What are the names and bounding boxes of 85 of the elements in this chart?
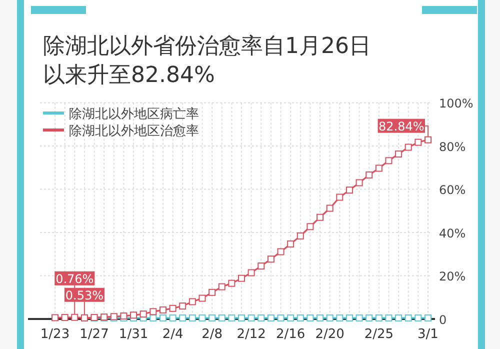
x-tick-label: 2/16 [276,327,306,342]
x-tick-label: 2/12 [236,327,266,342]
point [395,150,402,158]
point [375,164,382,172]
point [404,314,412,322]
point [414,314,422,322]
point [404,144,412,151]
data-label: 82.84% [378,119,424,134]
point [326,314,334,322]
point [228,280,236,287]
point [258,314,265,322]
point [267,314,274,322]
point [228,314,236,322]
x-tick-label: 1/31 [118,327,148,342]
y-tick-label: 0 [439,313,447,327]
point [238,314,245,322]
point [198,314,206,322]
point [316,214,324,221]
point [238,274,245,282]
point [356,179,363,186]
data-label: 0.53% [65,288,104,302]
point [150,314,157,322]
point [169,304,176,312]
y-tick-label: 100% [439,96,474,111]
point [188,314,196,322]
x-tick-label: 1/23 [40,327,70,342]
point [346,314,353,322]
point [198,294,206,302]
point [61,314,68,321]
x-tick-label: 2/4 [162,327,184,342]
point [296,314,304,322]
x-tick-label: 2/8 [202,327,223,342]
point [218,283,226,290]
point [248,269,255,276]
point [336,194,344,201]
point [424,314,432,322]
point [296,232,304,240]
point [277,248,284,256]
data-label: 0.76% [56,272,94,286]
point [366,314,373,322]
point [287,240,294,248]
point [366,171,373,178]
y-tick-label: 80% [439,140,466,154]
point [140,310,147,318]
point [385,314,392,322]
x-tick-label: 2/20 [315,327,344,342]
point [150,308,157,316]
point [306,223,314,230]
point [130,312,138,319]
y-tick-label: 60% [439,183,466,198]
point [188,298,196,306]
point [169,314,176,322]
point [71,314,78,321]
point [375,314,382,322]
point [248,314,255,322]
point [287,314,294,322]
legend-label: 除湖北以外地区病亡率 [69,106,199,122]
point [316,314,324,322]
point [267,256,274,263]
point [179,314,186,322]
x-tick-label: 2/25 [364,327,394,342]
x-tick-label: 1/27 [80,327,109,342]
point [414,138,422,146]
point [218,314,226,322]
point [159,314,166,322]
y-tick-label: 40% [439,226,466,240]
point [356,314,363,322]
point [258,262,265,270]
chart-title: 除湖北以外省份治愈率自1月26日以来升至82.84% [43,33,372,90]
point [159,306,166,314]
point [336,314,344,322]
point [346,186,353,194]
point [277,314,284,322]
point [326,204,334,212]
legend-label: 除湖北以外地区治愈率 [69,123,199,139]
point [306,314,314,322]
point [385,157,392,164]
point [395,314,402,322]
point [424,136,432,144]
point [179,302,186,310]
y-tick-label: 20% [439,270,466,284]
x-tick-label: 3/1 [418,327,438,342]
point [208,314,216,322]
point [208,288,216,296]
point [52,314,58,322]
